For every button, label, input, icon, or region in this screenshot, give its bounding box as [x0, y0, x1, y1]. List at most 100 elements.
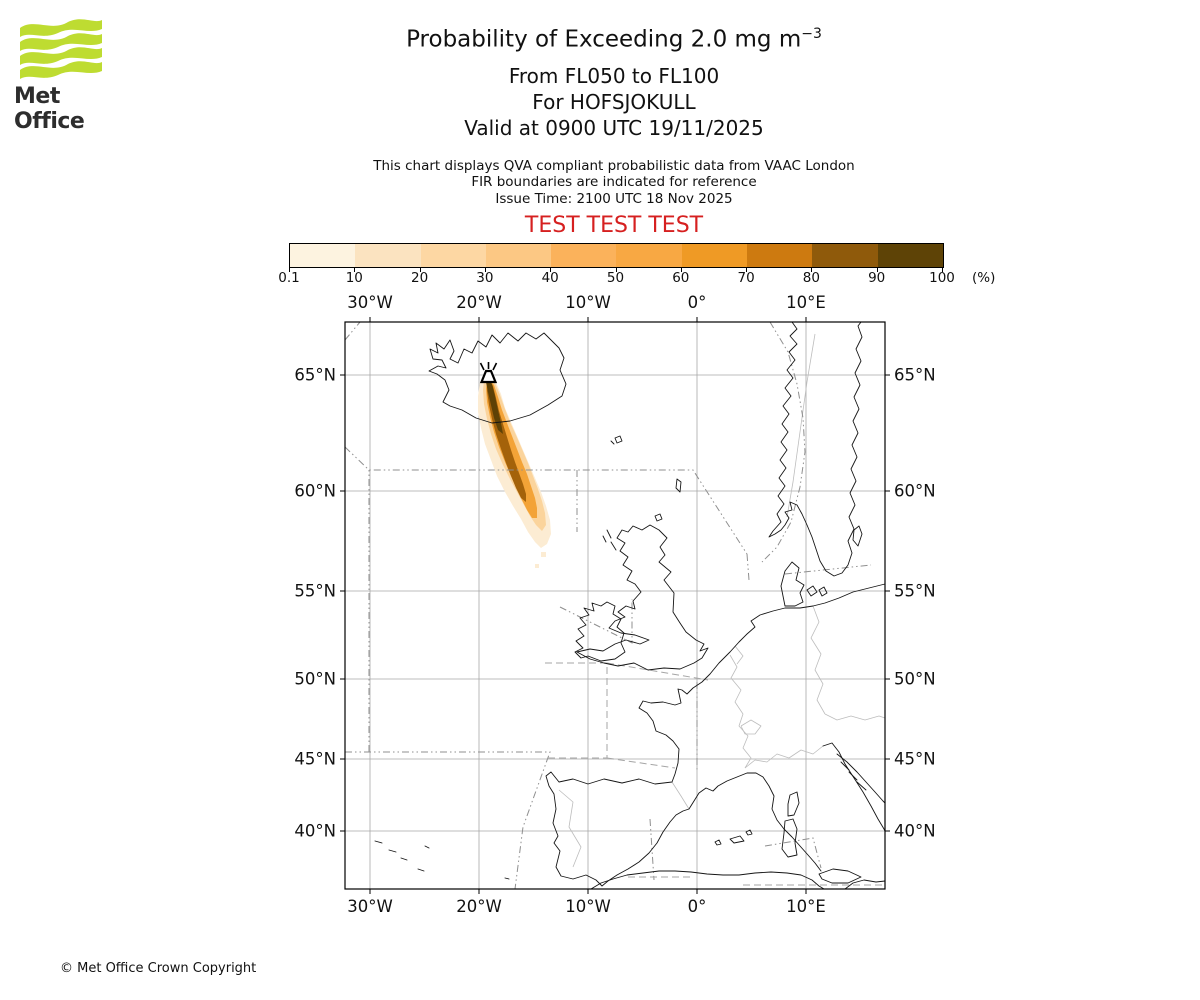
lon-label-bottom: 30°W [347, 897, 393, 916]
colorbar-tick [550, 267, 552, 272]
chart-title: Probability of Exceeding 2.0 mg m−3 [406, 26, 822, 53]
country-border [729, 654, 752, 769]
lon-label-bottom: 10°W [565, 897, 611, 916]
coastline [590, 870, 825, 890]
fir-boundary [746, 553, 750, 581]
colorbar-tick-label: 60 [672, 270, 690, 286]
fir-boundary [559, 599, 633, 644]
ash-plume-cell [541, 552, 546, 557]
coastline [856, 781, 867, 791]
coastline [417, 868, 425, 872]
colorbar-tick-label: 40 [541, 270, 559, 286]
colorbar-tick [680, 267, 682, 272]
colorbar-tick-label: 30 [476, 270, 494, 286]
colorbar-segment [420, 244, 486, 267]
colorbar-tick [876, 267, 878, 272]
colorbar-unit: (%) [972, 270, 996, 286]
fir-boundary [606, 757, 676, 769]
note-qva: This chart displays QVA compliant probab… [373, 158, 855, 174]
colorbar-tick [354, 267, 356, 272]
volcano-icon-part [492, 362, 498, 371]
lat-label-right: 50°N [894, 669, 936, 689]
lat-label-left: 40°N [294, 821, 336, 841]
colorbar-tick-label: 100 [929, 270, 955, 286]
fir-boundary [649, 818, 655, 881]
coastline [610, 541, 617, 551]
colorbar-segment [681, 244, 748, 267]
country-border [671, 781, 690, 810]
coastline [768, 321, 863, 577]
logo-wordmark: Met Office [14, 84, 85, 134]
map-canvas [340, 317, 890, 894]
lat-label-left: 60°N [294, 481, 336, 501]
logo-wave-band [20, 61, 102, 79]
coastline [852, 525, 863, 547]
colorbar-tick [484, 267, 486, 272]
country-border [740, 719, 762, 735]
fir-boundary [344, 446, 748, 555]
coastline [780, 561, 805, 607]
coastline [781, 818, 798, 858]
colorbar-segment [355, 244, 421, 267]
lon-label-bottom: 20°W [456, 897, 502, 916]
coastline [576, 524, 709, 671]
lat-label-left: 45°N [294, 749, 336, 769]
volcano-icon-part [479, 369, 498, 384]
coastline [504, 877, 510, 880]
colorbar-tick [289, 267, 290, 272]
coastline [806, 585, 818, 597]
coastline [844, 879, 886, 890]
coastline [836, 753, 886, 804]
colorbar-tick-label: 0.1 [278, 270, 300, 286]
logo-wave-band [20, 33, 102, 51]
coastline [610, 440, 615, 445]
colorbar-segment [747, 244, 813, 267]
lat-label-right: 55°N [894, 581, 936, 601]
colorbar [289, 243, 944, 268]
colorbar-tick-label: 20 [411, 270, 429, 286]
lon-label-top: 0° [687, 293, 707, 312]
coastline [545, 583, 886, 887]
colorbar-segment [616, 244, 682, 267]
country-border [744, 745, 824, 769]
colorbar-segment [877, 244, 943, 267]
lon-label-top: 10°E [786, 293, 826, 312]
coastline [848, 771, 858, 781]
lon-label-bottom: 10°E [786, 897, 826, 916]
logo-wave-band [20, 47, 102, 65]
note-issue-time: Issue Time: 2100 UTC 18 Nov 2025 [495, 191, 733, 207]
country-border [786, 333, 816, 518]
volcano-icon [479, 362, 498, 384]
colorbar-segment [485, 244, 552, 267]
note-fir: FIR boundaries are indicated for referen… [471, 174, 757, 190]
fir-boundary [606, 662, 709, 681]
title-exponent: −3 [801, 26, 822, 42]
lon-label-top: 20°W [456, 293, 502, 312]
logo-wave-band [20, 19, 102, 37]
colorbar-tick [746, 267, 748, 272]
footer-copyright: © Met Office Crown Copyright [60, 961, 257, 976]
coastline [654, 513, 663, 522]
lon-label-top: 10°W [565, 293, 611, 312]
lon-label-bottom: 0° [687, 897, 707, 916]
colorbar-tick [419, 267, 421, 272]
volcano-icon-part [479, 362, 485, 371]
fir-boundary [344, 321, 361, 341]
lat-label-right: 45°N [894, 749, 936, 769]
colorbar-tick [942, 267, 943, 272]
subtitle-volcano: For HOFSJOKULL [532, 90, 696, 114]
colorbar-tick-label: 80 [802, 270, 820, 286]
lat-label-right: 60°N [894, 481, 936, 501]
subtitle-valid-time: Valid at 0900 UTC 19/11/2025 [464, 116, 764, 140]
coastline [428, 332, 567, 424]
country-border [734, 645, 744, 665]
lon-label-top: 30°W [347, 293, 393, 312]
fir-boundary [764, 837, 822, 869]
country-border [824, 713, 886, 721]
subtitle-flight-levels: From FL050 to FL100 [508, 64, 720, 88]
map-frame [344, 321, 886, 890]
coastline [818, 868, 862, 884]
lat-label-right: 40°N [894, 821, 936, 841]
fir-boundary [345, 751, 551, 890]
